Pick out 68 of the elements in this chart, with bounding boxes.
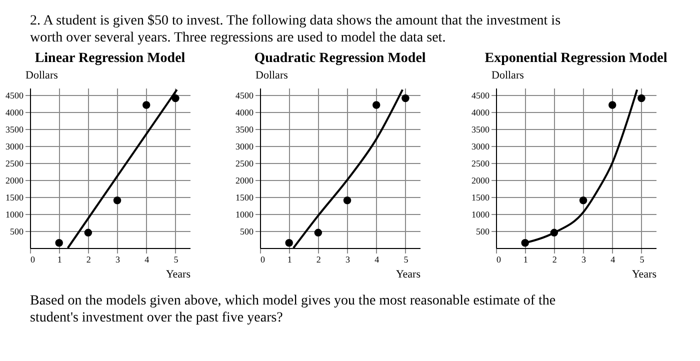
chart-title: Quadratic Regression Model [254, 51, 426, 66]
y-tick-label: 500 [10, 226, 24, 236]
y-tick-label: 4000 [6, 107, 24, 118]
point [84, 228, 92, 237]
y-tick-label: 4500 [6, 90, 24, 100]
text: Based on the models given above, which model gives you the most reasonable estimate of the student's investment over the past five years? [30, 294, 556, 326]
x-tick-label: 5 [640, 254, 645, 264]
y-tick-label: 1000 [472, 209, 490, 220]
x-tick-label: 5 [404, 254, 409, 264]
x-tick-label: 2 [86, 254, 91, 264]
y-tick-label: 3000 [236, 141, 254, 152]
x-tick-label: 4 [144, 254, 150, 264]
point [113, 196, 122, 204]
x-axis-title: Years [632, 268, 656, 280]
x-tick-label: 3 [346, 254, 351, 264]
y-tick-label: 2000 [6, 175, 24, 186]
x-tick-label: 2 [316, 254, 321, 264]
point [372, 101, 380, 109]
point [285, 239, 293, 247]
chart-title: Linear Regression Model [34, 51, 186, 66]
x-tick-label: 4 [610, 254, 616, 264]
y-tick-label: 1500 [236, 192, 254, 202]
x-tick-label: 5 [174, 254, 179, 264]
point [55, 239, 63, 247]
point [402, 94, 410, 102]
y-tick-label: 1000 [236, 209, 254, 220]
y-tick-label: 3000 [472, 141, 490, 152]
x-axis-title: Years [166, 268, 190, 280]
y-tick-label: 1500 [472, 192, 490, 202]
y-tick-label: 500 [240, 226, 254, 236]
y-tick-label: 2500 [472, 158, 490, 168]
x-tick-label: 1 [287, 254, 292, 264]
x-tick-label: 3 [582, 254, 587, 264]
y-tick-label: 4500 [236, 90, 254, 100]
y-tick-label: 2000 [472, 175, 490, 186]
y-tick-label: 2000 [236, 175, 254, 186]
y-axis-title: Dollars [256, 70, 288, 82]
x-axis-title: Years [396, 268, 420, 280]
y-axis-title: Dollars [492, 70, 524, 82]
y-tick-label: 2500 [6, 158, 24, 168]
x-tick-label: 2 [552, 254, 557, 264]
y-tick-label: 2500 [236, 158, 254, 168]
x-tick-label: 0 [260, 254, 266, 264]
point [638, 94, 646, 102]
point [142, 101, 150, 109]
y-tick-label: 500 [476, 226, 490, 236]
x-tick-label: 3 [116, 254, 121, 264]
x-tick-label: 0 [30, 254, 36, 264]
point [314, 228, 322, 237]
y-axis-title: Dollars [26, 70, 58, 82]
x-tick-label: 0 [496, 254, 502, 264]
point [343, 196, 352, 204]
chart-title: Exponential Regression Model [484, 51, 668, 66]
point [579, 196, 588, 204]
y-tick-label: 3500 [6, 124, 24, 134]
x-tick-label: 4 [374, 254, 380, 264]
y-tick-label: 3000 [6, 141, 24, 152]
y-tick-label: 4000 [472, 107, 490, 118]
point [608, 101, 616, 109]
y-tick-label: 3500 [236, 124, 254, 134]
x-tick-label: 1 [57, 254, 62, 264]
y-tick-label: 1000 [6, 209, 24, 220]
y-tick-label: 4500 [472, 90, 490, 100]
x-tick-label: 1 [523, 254, 528, 264]
text: 2. A student is given $50 to invest. The following data shows the amount that the investment is worth over several years. Three regressions are used to model the data set. [30, 14, 561, 46]
y-tick-label: 3500 [472, 124, 490, 134]
y-tick-label: 4000 [236, 107, 254, 118]
y-tick-label: 1500 [6, 192, 24, 202]
